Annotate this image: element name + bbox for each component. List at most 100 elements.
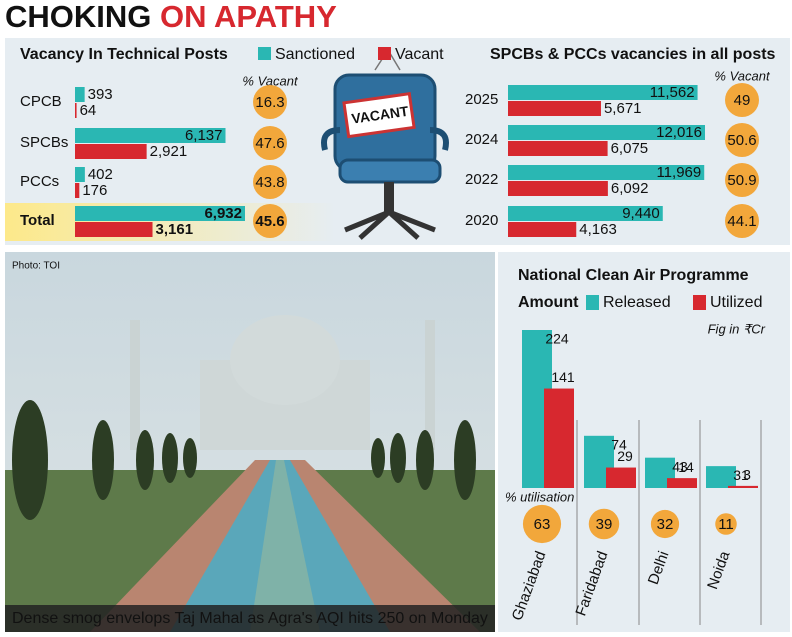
headline-black: CHOKING bbox=[5, 0, 151, 34]
legend-label: Vacant bbox=[395, 46, 444, 63]
legend-swatch bbox=[378, 47, 391, 60]
value-label: 31 bbox=[733, 467, 749, 483]
pct-circle bbox=[253, 165, 287, 199]
value-label: 14 bbox=[678, 459, 694, 475]
category-label: Total bbox=[20, 212, 55, 229]
pct-circle bbox=[522, 504, 562, 544]
value-label: 176 bbox=[82, 182, 107, 199]
bar bbox=[508, 141, 608, 156]
category-label: CPCB bbox=[20, 93, 62, 110]
pct-label: 50.6 bbox=[727, 132, 756, 149]
category-label: 2025 bbox=[465, 91, 498, 108]
pct-label: 50.9 bbox=[727, 172, 756, 189]
pct-label: 47.6 bbox=[255, 135, 284, 152]
pct-circle bbox=[725, 83, 759, 117]
legend-label: Sanctioned bbox=[275, 46, 355, 63]
value-label: 3,161 bbox=[156, 221, 194, 238]
headline-red: ON APATHY bbox=[160, 0, 337, 34]
value-label: 3 bbox=[743, 467, 751, 483]
chair-illustration: VACANT bbox=[321, 49, 449, 240]
value-label: 64 bbox=[80, 102, 97, 119]
pct-label: 49 bbox=[734, 92, 751, 109]
category-label: 2024 bbox=[465, 131, 498, 148]
photo: Photo: TOI Dense smog envelops Taj Mahal… bbox=[5, 252, 495, 632]
value-label: 6,137 bbox=[185, 127, 223, 144]
category-label: SPCBs bbox=[20, 134, 68, 151]
bar bbox=[508, 85, 698, 100]
bar bbox=[75, 222, 153, 237]
value-label: 11,562 bbox=[650, 84, 695, 101]
bar bbox=[728, 485, 758, 488]
legend-swatch bbox=[693, 295, 706, 310]
bar bbox=[606, 467, 636, 488]
legend-swatch bbox=[258, 47, 271, 60]
bar bbox=[508, 181, 608, 196]
bar bbox=[75, 87, 85, 102]
bar bbox=[667, 478, 697, 488]
bar bbox=[75, 103, 77, 118]
legend-label: Utilized bbox=[710, 294, 762, 311]
pct-circle bbox=[253, 204, 287, 238]
value-label: 402 bbox=[88, 166, 113, 183]
bar bbox=[706, 466, 736, 488]
chart-subtitle: Amount bbox=[518, 294, 579, 311]
bar bbox=[508, 165, 705, 180]
pct-circle bbox=[588, 508, 620, 540]
category-label: PCCs bbox=[20, 173, 59, 190]
pct-label: 16.3 bbox=[255, 94, 284, 111]
pct-label: 44.1 bbox=[727, 213, 756, 230]
pct-title: % utilisation bbox=[505, 489, 574, 504]
pct-label: 45.6 bbox=[255, 213, 284, 230]
pct-label: 11 bbox=[718, 516, 734, 533]
value-label: 6,092 bbox=[611, 180, 649, 197]
pct-circle bbox=[715, 513, 737, 535]
value-label: 43 bbox=[672, 458, 688, 474]
vacant-sign: VACANT bbox=[350, 103, 409, 127]
pct-label: 63 bbox=[534, 516, 551, 533]
value-label: 224 bbox=[545, 331, 569, 347]
photo-credit: Photo: TOI bbox=[12, 261, 60, 272]
caption: Dense smog envelops Taj Mahal as Agra's … bbox=[12, 610, 488, 627]
pct-circle bbox=[253, 85, 287, 119]
bar bbox=[508, 101, 601, 116]
value-label: 74 bbox=[611, 437, 627, 453]
bar bbox=[75, 144, 147, 159]
pct-label: 43.8 bbox=[255, 174, 284, 191]
pct-title: % Vacant bbox=[714, 68, 771, 83]
value-label: 29 bbox=[617, 448, 633, 464]
bar bbox=[75, 167, 85, 182]
value-label: 393 bbox=[88, 86, 113, 103]
value-label: 4,163 bbox=[579, 221, 617, 238]
bar bbox=[508, 222, 577, 237]
bar bbox=[75, 183, 80, 198]
pct-circle bbox=[725, 204, 759, 238]
value-label: 5,671 bbox=[604, 100, 642, 117]
bar bbox=[508, 125, 705, 140]
pct-title: % Vacant bbox=[242, 73, 299, 88]
category-label: 2022 bbox=[465, 171, 498, 188]
chart-title: National Clean Air Programme bbox=[518, 267, 749, 284]
bar bbox=[75, 128, 226, 143]
pct-circle bbox=[725, 163, 759, 197]
value-label: 12,016 bbox=[656, 124, 702, 141]
pct-label: 39 bbox=[596, 516, 613, 533]
legend-swatch bbox=[586, 295, 599, 310]
pct-label: 32 bbox=[657, 516, 674, 533]
chart-title: Vacancy In Technical Posts bbox=[20, 46, 228, 63]
value-label: 11,969 bbox=[656, 164, 701, 181]
value-label: 9,440 bbox=[622, 205, 660, 222]
category-label: 2020 bbox=[465, 212, 498, 229]
headline: CHOKING ON APATHY bbox=[5, 0, 337, 34]
value-label: 2,921 bbox=[150, 143, 188, 160]
value-label: 141 bbox=[551, 369, 575, 385]
pct-circle bbox=[725, 123, 759, 157]
chart-title: SPCBs & PCCs vacancies in all posts bbox=[490, 46, 776, 63]
pct-circle bbox=[650, 509, 680, 539]
bar bbox=[508, 206, 663, 221]
bar bbox=[544, 388, 574, 488]
bar bbox=[75, 206, 245, 221]
legend-label: Released bbox=[603, 294, 671, 311]
note: Fig in ₹Cr bbox=[708, 321, 766, 336]
value-label: 6,932 bbox=[204, 205, 242, 222]
